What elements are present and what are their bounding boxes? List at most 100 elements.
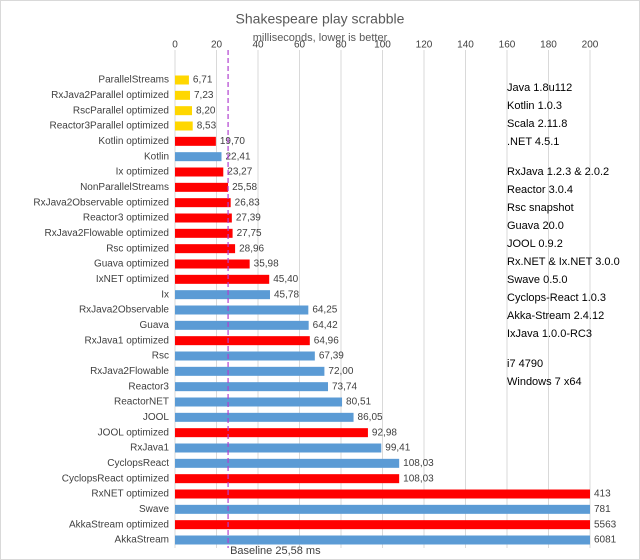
bar (175, 198, 231, 208)
value-label: 413 (594, 489, 611, 500)
x-tick-label: 140 (457, 40, 474, 51)
bar (175, 106, 193, 116)
bar (175, 520, 590, 530)
value-label: 92,98 (372, 427, 397, 438)
bar (175, 474, 400, 484)
y-tick-label: Reactor3Parallel optimized (49, 121, 169, 132)
value-label: 7,23 (194, 90, 214, 101)
plot-area (175, 75, 590, 545)
y-tick-label: AkkaStream (115, 535, 169, 546)
note: IxJava 1.0.0-RC3 (507, 328, 592, 340)
bar (175, 443, 382, 453)
value-label: 781 (594, 504, 611, 515)
note: Rsc snapshot (507, 202, 574, 214)
bar (175, 320, 309, 330)
x-tick-label: 120 (416, 40, 433, 51)
x-tick-label: 80 (335, 40, 347, 51)
bar (175, 397, 343, 407)
x-tick-label: 160 (499, 40, 516, 51)
value-label: 27,39 (236, 213, 261, 224)
bar (175, 305, 309, 315)
bar (175, 244, 236, 254)
x-tick-label: 200 (582, 40, 599, 51)
bar (175, 535, 590, 545)
value-label: 35,98 (254, 259, 279, 270)
value-label: 86,05 (358, 412, 383, 423)
y-tick-label: Swave (139, 504, 169, 515)
y-tick-label: Guava optimized (94, 259, 169, 270)
value-label: 23,27 (227, 167, 252, 178)
bar (175, 167, 224, 177)
value-label: 45,78 (274, 289, 299, 300)
value-label: 64,96 (314, 335, 339, 346)
y-tick-label: NonParallelStreams (80, 182, 169, 193)
y-tick-label: Rsc (152, 351, 169, 362)
baseline-label: Baseline 25,58 ms (230, 545, 321, 557)
value-label: 99,41 (385, 443, 410, 454)
y-tick-label: Kotlin optimized (98, 136, 169, 147)
y-tick-label: RxJava2Observable (79, 305, 169, 316)
y-tick-label: Rsc optimized (106, 243, 169, 254)
bar (175, 121, 193, 131)
y-tick-label: CyclopsReact optimized (62, 473, 169, 484)
value-label: 5563 (594, 519, 617, 530)
bar (175, 366, 325, 376)
y-tick-label: AkkaStream optimized (69, 519, 169, 530)
y-tick-label: RxNET optimized (91, 489, 169, 500)
x-tick-label: 20 (211, 40, 223, 51)
note: Cyclops-React 1.0.3 (507, 292, 606, 304)
y-tick-label: ReactorNET (114, 397, 169, 408)
note: Kotlin 1.0.3 (507, 100, 562, 112)
bar (175, 182, 229, 192)
note: Java 1.8u112 (507, 82, 572, 94)
note: i7 4790 (507, 358, 543, 370)
y-tick-label: Ix optimized (116, 167, 169, 178)
value-label: 72,00 (328, 366, 353, 377)
value-label: 27,75 (237, 228, 262, 239)
note: JOOL 0.9.2 (507, 238, 563, 250)
note: Scala 2.11.8 (507, 118, 567, 130)
bar (175, 290, 270, 300)
bar (175, 336, 310, 346)
value-label: 64,42 (313, 320, 338, 331)
note: Rx.NET & Ix.NET 3.0.0 (507, 256, 620, 268)
value-label: 73,74 (332, 381, 357, 392)
y-tick-label: RscParallel optimized (73, 105, 169, 116)
value-label: 25,58 (232, 182, 257, 193)
value-label: 26,83 (235, 197, 260, 208)
y-tick-label: Reactor3 (128, 381, 169, 392)
x-tick-label: 100 (374, 40, 391, 51)
value-label: 22,41 (226, 151, 251, 162)
value-label: 45,40 (273, 274, 298, 285)
bar (175, 382, 329, 392)
note: Reactor 3.0.4 (507, 184, 573, 196)
y-tick-label: Kotlin (144, 151, 169, 162)
bar (175, 458, 400, 468)
bar (175, 136, 216, 146)
y-tick-label: RxJava1 (130, 443, 169, 454)
bar (175, 274, 270, 284)
bar (175, 504, 590, 514)
value-label: 8,53 (197, 121, 217, 132)
note: Swave 0.5.0 (507, 274, 568, 286)
y-tick-label: CyclopsReact (107, 458, 169, 469)
value-label: 28,96 (239, 243, 264, 254)
y-tick-label: RxJava2Flowable (90, 366, 169, 377)
bar (175, 90, 191, 100)
y-tick-label: Guava (140, 320, 170, 331)
bar (175, 351, 315, 361)
bar (175, 412, 354, 422)
y-tick-label: RxJava2Flowable optimized (44, 228, 169, 239)
note: Akka-Stream 2.4.12 (507, 310, 604, 322)
y-tick-label: Ix (161, 289, 169, 300)
bar (175, 213, 232, 223)
y-tick-label: JOOL (143, 412, 170, 423)
value-label: 67,39 (319, 351, 344, 362)
bar (175, 228, 233, 238)
value-label: 108,03 (403, 458, 434, 469)
value-label: 108,03 (403, 473, 434, 484)
x-tick-label: 60 (294, 40, 306, 51)
y-tick-label: JOOL optimized (98, 427, 169, 438)
note: RxJava 1.2.3 & 2.0.2 (507, 166, 609, 178)
